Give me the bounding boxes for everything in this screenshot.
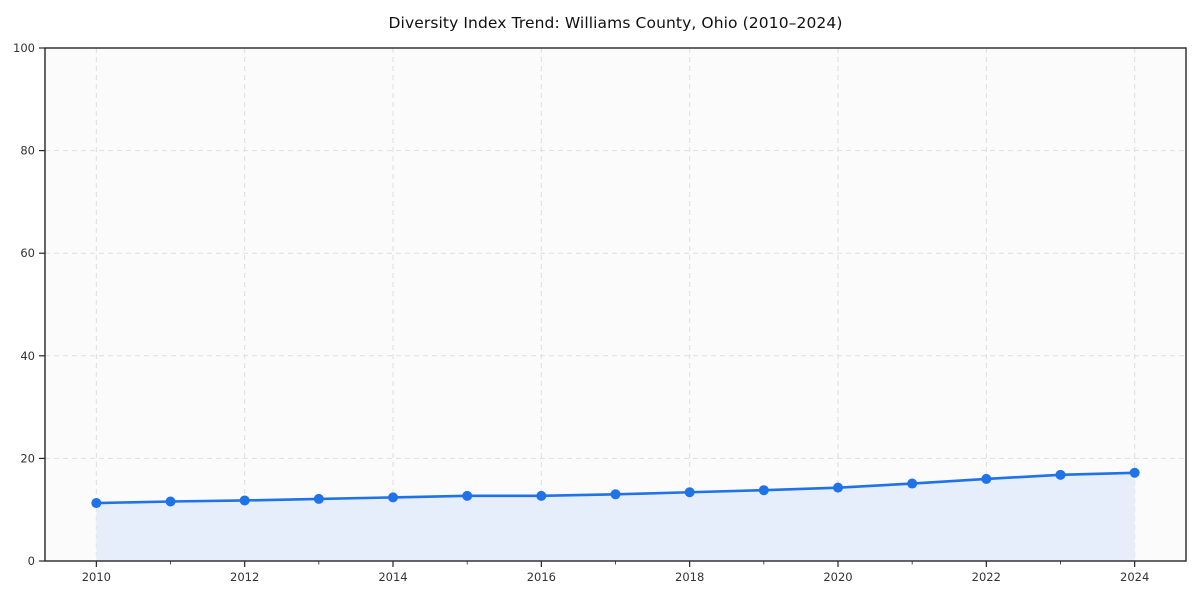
area-fill <box>96 472 1135 561</box>
chart-title: Diversity Index Trend: Williams County, … <box>388 14 843 32</box>
data-point-2015 <box>462 490 473 501</box>
y-tick-label: 100 <box>13 41 35 55</box>
y-tick-label: 60 <box>20 246 35 260</box>
data-point-2022 <box>981 473 992 484</box>
data-point-2016 <box>536 490 547 501</box>
x-tick-label: 2014 <box>378 570 407 584</box>
data-point-2012 <box>239 495 250 506</box>
x-tick-label: 2018 <box>675 570 704 584</box>
x-tick-label: 2024 <box>1120 570 1149 584</box>
plot-area-background <box>45 48 1186 561</box>
plot-border <box>44 47 1187 562</box>
data-point-2020 <box>832 482 843 493</box>
data-point-2024 <box>1129 467 1140 478</box>
data-point-2013 <box>313 493 324 504</box>
data-point-2021 <box>907 478 918 489</box>
y-tick-label: 0 <box>28 554 35 568</box>
data-point-2018 <box>684 487 695 498</box>
data-point-2011 <box>165 496 176 507</box>
x-tick-label: 2022 <box>972 570 1001 584</box>
y-tick-label: 40 <box>20 349 35 363</box>
data-point-2019 <box>758 485 769 496</box>
data-point-2014 <box>388 492 399 503</box>
x-tick-label: 2020 <box>823 570 852 584</box>
x-tick-label: 2016 <box>527 570 556 584</box>
y-tick-label: 20 <box>20 451 35 465</box>
data-point-2023 <box>1055 469 1066 480</box>
data-point-2010 <box>91 498 102 509</box>
data-point-2017 <box>610 489 621 500</box>
y-tick-label: 80 <box>20 144 35 158</box>
x-tick-label: 2012 <box>230 570 259 584</box>
x-tick-label: 2010 <box>82 570 111 584</box>
